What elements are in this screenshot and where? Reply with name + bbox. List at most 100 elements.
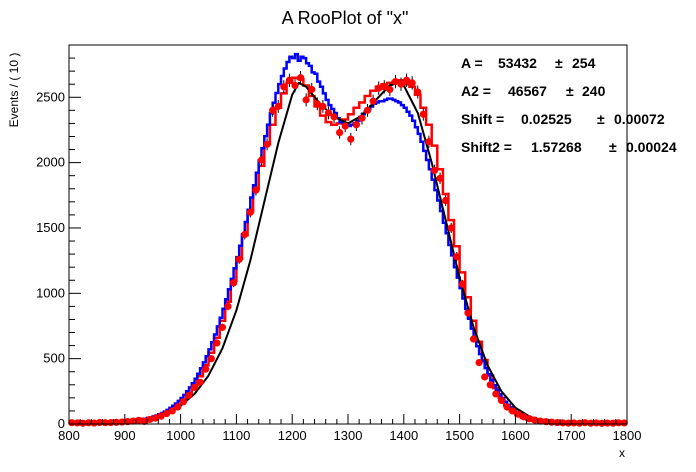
- y-tick-label: 500: [43, 351, 65, 366]
- data-point: [520, 413, 528, 421]
- data-point: [575, 419, 584, 427]
- data-point-marker: [257, 156, 266, 164]
- parameter-a: A = 53432 ± 254: [461, 55, 596, 71]
- data-point-marker: [185, 391, 193, 399]
- data-point: [230, 278, 238, 288]
- data-point: [486, 381, 494, 389]
- data-point: [140, 417, 148, 425]
- data-point: [469, 335, 478, 343]
- data-point: [559, 419, 567, 427]
- data-point: [464, 309, 472, 317]
- data-point: [157, 412, 165, 420]
- data-point-marker: [620, 419, 628, 427]
- data-point-marker: [246, 208, 254, 216]
- data-point-marker: [358, 114, 366, 122]
- data-point: [185, 391, 193, 399]
- data-point-marker: [296, 74, 305, 82]
- x-tick-label: 1700: [557, 428, 586, 443]
- x-tick-label: 1000: [166, 428, 195, 443]
- data-point-marker: [408, 79, 416, 87]
- data-point-marker: [235, 255, 243, 263]
- parameter-shift-label: Shift =: [461, 111, 504, 127]
- data-point-marker: [520, 413, 528, 421]
- data-point-marker: [447, 224, 455, 232]
- data-point-marker: [536, 417, 545, 425]
- parameter-shift2-label: Shift2 =: [461, 139, 512, 155]
- x-tick-label: 800: [58, 428, 80, 443]
- data-point: [296, 71, 305, 85]
- data-point: [442, 195, 450, 206]
- data-point-marker: [380, 83, 388, 91]
- data-point: [531, 416, 539, 424]
- data-point-marker: [179, 398, 187, 406]
- data-point: [174, 403, 182, 411]
- plot-axes: 800 900 1000 1100 1200 1300 1400 1500 1600 1700 18…: [36, 44, 641, 443]
- parameter-a-pm: ±: [555, 55, 563, 71]
- data-point-marker: [73, 419, 81, 427]
- data-point: [324, 106, 333, 120]
- data-point-marker: [163, 409, 171, 418]
- data-point: [380, 80, 388, 94]
- data-point: [319, 100, 327, 113]
- plot-series: [68, 52, 628, 427]
- data-point: [503, 403, 511, 411]
- parameter-a2-label: A2 =: [461, 83, 491, 99]
- x-tick-label: 1100: [222, 428, 250, 443]
- data-point-marker: [168, 407, 176, 415]
- data-point-marker: [453, 253, 461, 261]
- data-point: [402, 73, 411, 87]
- data-point-marker: [414, 88, 422, 96]
- data-point-marker: [207, 355, 215, 363]
- x-tick-label: 1300: [334, 428, 363, 443]
- data-point: [274, 100, 282, 113]
- data-point-marker: [190, 383, 199, 392]
- data-point-marker: [469, 335, 478, 343]
- data-point: [620, 419, 628, 427]
- data-point: [425, 135, 433, 148]
- data-point: [263, 138, 271, 151]
- data-point: [84, 419, 93, 427]
- y-tick-label: 2000: [36, 155, 65, 170]
- data-point: [135, 416, 143, 424]
- data-point-marker: [531, 416, 539, 424]
- data-point-marker: [436, 174, 444, 182]
- data-point-marker: [391, 77, 400, 86]
- data-point-marker: [419, 110, 427, 118]
- data-point: [336, 126, 344, 139]
- data-point: [347, 132, 355, 146]
- data-point: [341, 119, 349, 133]
- parameter-shift2-pm: ±: [609, 139, 617, 155]
- data-point-marker: [336, 128, 344, 137]
- data-point-marker: [587, 419, 595, 427]
- data-point-marker: [241, 230, 249, 239]
- data-point-marker: [230, 279, 238, 287]
- data-point-marker: [291, 81, 299, 90]
- x-tick-label: 1500: [445, 428, 474, 443]
- data-point-marker: [213, 339, 221, 347]
- data-point-marker: [603, 419, 612, 427]
- data-point-marker: [319, 102, 327, 111]
- data-point: [202, 365, 210, 373]
- data-point-marker: [598, 419, 606, 427]
- data-point-marker: [397, 80, 405, 88]
- data-point-marker: [525, 415, 533, 423]
- data-point-marker: [341, 122, 349, 130]
- data-point-marker: [224, 302, 232, 310]
- data-point: [280, 80, 288, 94]
- data-point: [302, 93, 310, 107]
- y-tick-label: 1000: [36, 285, 65, 300]
- parameter-shift2: Shift2 = 1.57268 ± 0.00024: [461, 139, 677, 155]
- data-point: [257, 154, 266, 166]
- data-point: [408, 76, 416, 90]
- data-point-marker: [347, 135, 355, 143]
- parameter-shift-pm: ±: [597, 111, 605, 127]
- data-point-marker: [135, 416, 143, 424]
- data-point-marker: [514, 410, 522, 418]
- data-point: [146, 415, 154, 424]
- data-point: [458, 279, 466, 289]
- parameter-a-value: 53432: [498, 55, 537, 71]
- data-point: [481, 373, 489, 381]
- data-point-marker: [274, 102, 282, 111]
- data-point-marker: [285, 76, 294, 84]
